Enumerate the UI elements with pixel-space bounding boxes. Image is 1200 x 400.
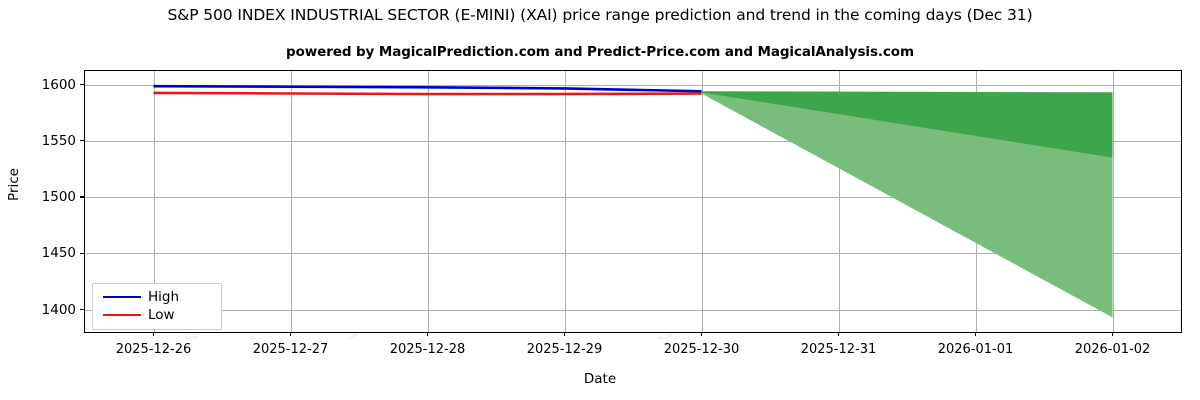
y-tick-mark — [80, 196, 84, 198]
legend-item-low[interactable]: Low — [99, 306, 215, 324]
x-tick-mark — [1111, 332, 1114, 336]
legend-label: Low — [148, 307, 175, 323]
x-tick-mark — [152, 332, 155, 336]
forecast-band-inner-forecast-cone — [701, 91, 1113, 158]
gridline-vertical — [290, 71, 292, 332]
gridline-vertical — [1112, 71, 1114, 332]
chart-subtitle: powered by MagicalPrediction.com and Pre… — [286, 44, 914, 60]
x-tick-label: 2025-12-28 — [389, 342, 466, 357]
gridline-vertical — [701, 71, 703, 332]
legend-rows: High Low — [99, 288, 215, 324]
legend-swatch-low — [103, 314, 141, 316]
y-tick-label: 1600 — [41, 76, 76, 93]
x-tick-mark — [837, 332, 840, 336]
y-tick-label: 1500 — [41, 189, 76, 205]
y-tick-mark — [80, 252, 84, 254]
x-tick-label: 2025-12-30 — [663, 342, 740, 357]
chart-legend[interactable]: High Low — [92, 283, 222, 330]
gridline-vertical — [153, 71, 155, 332]
x-tick-mark — [426, 332, 429, 336]
gridline-horizontal — [85, 309, 1181, 311]
legend-item-high[interactable]: High — [99, 288, 215, 306]
chart-title: S&P 500 INDEX INDUSTRIAL SECTOR (E-MINI)… — [167, 6, 1033, 24]
gridline-horizontal — [85, 197, 1181, 198]
x-tick-mark — [700, 332, 703, 336]
gridline-vertical — [427, 71, 429, 332]
y-tick-mark — [80, 140, 84, 142]
gridline-horizontal — [85, 140, 1181, 142]
series-layer — [153, 84, 1113, 318]
legend-label: High — [148, 289, 180, 305]
x-tick-label: 2025-12-27 — [252, 342, 329, 357]
gridline-vertical — [564, 71, 566, 332]
x-tick-mark — [974, 332, 977, 336]
x-tick-label: 2025-12-26 — [115, 342, 192, 357]
y-axis-label: Price — [6, 168, 22, 201]
x-tick-mark — [289, 332, 292, 336]
plot-inner — [85, 71, 1181, 332]
y-tick-mark — [80, 83, 84, 86]
x-tick-mark — [563, 332, 566, 336]
x-axis-label: Date — [583, 371, 617, 387]
x-tick-label: 2025-12-29 — [526, 342, 603, 357]
series-line-low — [153, 91, 702, 96]
legend-swatch-high — [103, 296, 141, 298]
y-tick-label: 1450 — [41, 245, 76, 262]
y-tick-label: 1550 — [41, 132, 76, 149]
gridline-horizontal — [85, 253, 1181, 255]
series-line-high — [153, 84, 702, 93]
forecast-band-outer-forecast-cone — [701, 91, 1113, 318]
x-tick-label: 2026-01-02 — [1074, 342, 1151, 357]
y-tick-mark — [80, 308, 84, 311]
x-tick-label: 2026-01-01 — [937, 342, 1014, 357]
y-tick-label: 1400 — [41, 301, 76, 318]
gridline-vertical — [838, 71, 840, 332]
x-tick-label: 2025-12-31 — [800, 342, 877, 357]
plot-area — [84, 70, 1182, 333]
gridline-horizontal — [85, 84, 1181, 86]
